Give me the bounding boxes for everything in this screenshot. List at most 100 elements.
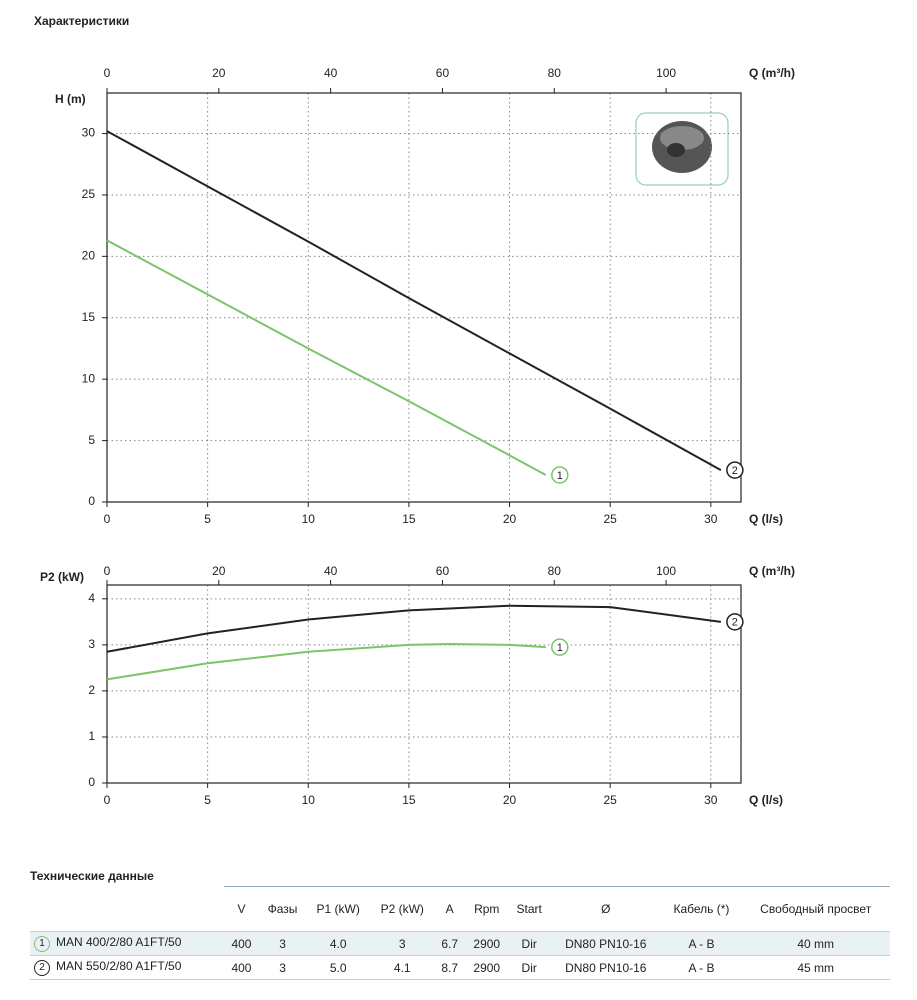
header-cell: Кабель (*) — [661, 886, 742, 931]
series-name: 1 — [557, 470, 563, 482]
header-cell: P2 (kW) — [370, 886, 435, 931]
series-line — [106, 642, 546, 681]
data-cell: 3 — [258, 955, 307, 980]
x-tick-label: 15 — [402, 793, 416, 807]
x-axis-label: Q (l/s) — [749, 793, 783, 807]
y-tick-label: 20 — [82, 249, 96, 263]
x-tick-label: 0 — [104, 793, 111, 807]
model-cell: 2 MAN 550/2/80 A1FT/50 — [30, 955, 224, 980]
data-cell: 3 — [370, 931, 435, 956]
series-line — [106, 604, 722, 653]
x2-tick-label: 100 — [656, 564, 676, 578]
data-cell: 45 mm — [741, 955, 890, 980]
y-tick-label: 10 — [82, 371, 96, 385]
series-marker — [551, 638, 569, 656]
data-cell: 4.0 — [306, 931, 371, 956]
x-tick-label: 25 — [603, 793, 617, 807]
y-tick-label: 0 — [88, 494, 95, 508]
table-title: Технические данные — [30, 868, 154, 883]
y-tick-label: 15 — [82, 310, 96, 324]
series-marker — [551, 466, 569, 484]
y-tick-label: 5 — [88, 433, 95, 447]
data-cell: A - B — [661, 955, 742, 980]
data-cell: 3 — [258, 931, 307, 956]
data-cell: DN80 PN10-16 — [550, 955, 662, 980]
data-cell: 2900 — [465, 931, 509, 956]
header-cell: Rpm — [465, 886, 509, 931]
header-cell: Start — [508, 886, 551, 931]
data-cell: Dir — [508, 955, 551, 980]
x2-tick-label: 0 — [104, 66, 111, 80]
data-cell: 8.7 — [434, 955, 466, 980]
data-cell: A - B — [661, 931, 742, 956]
plot-frame — [106, 584, 742, 784]
x2-tick-label: 40 — [324, 564, 338, 578]
blank — [30, 887, 224, 932]
x2-tick-label: 60 — [436, 66, 450, 80]
x-tick-label: 10 — [302, 793, 316, 807]
x-tick-label: 5 — [204, 793, 211, 807]
y-tick-label: 30 — [82, 126, 96, 140]
x-tick-label: 30 — [704, 793, 718, 807]
tech-table: Технические данные V Фазы P1 (kW) P2 (kW) A R… — [30, 869, 890, 980]
pump-image — [635, 112, 729, 186]
x-tick-label: 20 — [503, 793, 517, 807]
x2-tick-label: 20 — [212, 564, 226, 578]
series-name: 1 — [557, 642, 563, 654]
data-cell: 4.1 — [370, 955, 435, 980]
data-cell: 5.0 — [306, 955, 371, 980]
data-cell: Dir — [508, 931, 551, 956]
model-name: MAN 550/2/80 A1FT/50 — [56, 959, 182, 973]
data-cell: DN80 PN10-16 — [550, 931, 662, 956]
header-cell: Фазы — [258, 886, 307, 931]
x2-tick-label: 40 — [324, 66, 338, 80]
y-tick-label: 2 — [88, 683, 95, 697]
x-tick-label: 30 — [704, 512, 718, 526]
plot-frame — [106, 92, 742, 503]
y-axis-label: P2 (kW) — [40, 570, 84, 584]
x2-tick-label: 20 — [212, 66, 226, 80]
x-tick-label: 10 — [302, 512, 316, 526]
x-tick-label: 20 — [503, 512, 517, 526]
page-title: Характеристики — [34, 14, 129, 28]
x2-tick-label: 80 — [548, 66, 562, 80]
row-marker: 2 — [34, 960, 50, 976]
series-name: 2 — [732, 465, 738, 477]
y-tick-label: 0 — [88, 775, 95, 789]
header-cell: Ø — [550, 886, 662, 931]
series-line — [106, 239, 547, 476]
x-tick-label: 25 — [603, 512, 617, 526]
table-row: 1 MAN 400/2/80 A1FT/50 400 3 4.0 3 6.7 2900 Dir D… — [30, 931, 890, 956]
x2-tick-label: 100 — [656, 66, 676, 80]
series-marker — [726, 613, 744, 631]
header-cell: A — [434, 886, 466, 931]
x-axis-label: Q (l/s) — [749, 512, 783, 526]
x2-tick-label: 60 — [436, 564, 450, 578]
data-cell: 2900 — [465, 955, 509, 980]
x2-axis-label: Q (m³/h) — [749, 66, 795, 80]
header-cell: Свободный просвет — [741, 886, 890, 931]
data-cell: 6.7 — [434, 931, 466, 956]
data-cell: 400 — [223, 931, 259, 956]
series-line — [106, 130, 722, 471]
y-tick-label: 25 — [82, 187, 96, 201]
x-tick-label: 15 — [402, 512, 416, 526]
y-tick-label: 3 — [88, 637, 95, 651]
data-cell: 40 mm — [741, 931, 890, 956]
x2-tick-label: 0 — [104, 564, 111, 578]
series-marker — [726, 461, 744, 479]
row-marker: 1 — [34, 936, 50, 952]
x-tick-label: 0 — [104, 512, 111, 526]
x-tick-label: 5 — [204, 512, 211, 526]
model-name: MAN 400/2/80 A1FT/50 — [56, 935, 182, 949]
x2-axis-label: Q (m³/h) — [749, 564, 795, 578]
y-tick-label: 4 — [88, 591, 95, 605]
table-row: 2 MAN 550/2/80 A1FT/50 400 3 5.0 4.1 8.7 2900 Di… — [30, 955, 890, 980]
y-axis-label: H (m) — [55, 92, 86, 106]
series-name: 2 — [732, 617, 738, 629]
header-cell: V — [223, 886, 259, 931]
data-cell: 400 — [223, 955, 259, 980]
x2-tick-label: 80 — [548, 564, 562, 578]
